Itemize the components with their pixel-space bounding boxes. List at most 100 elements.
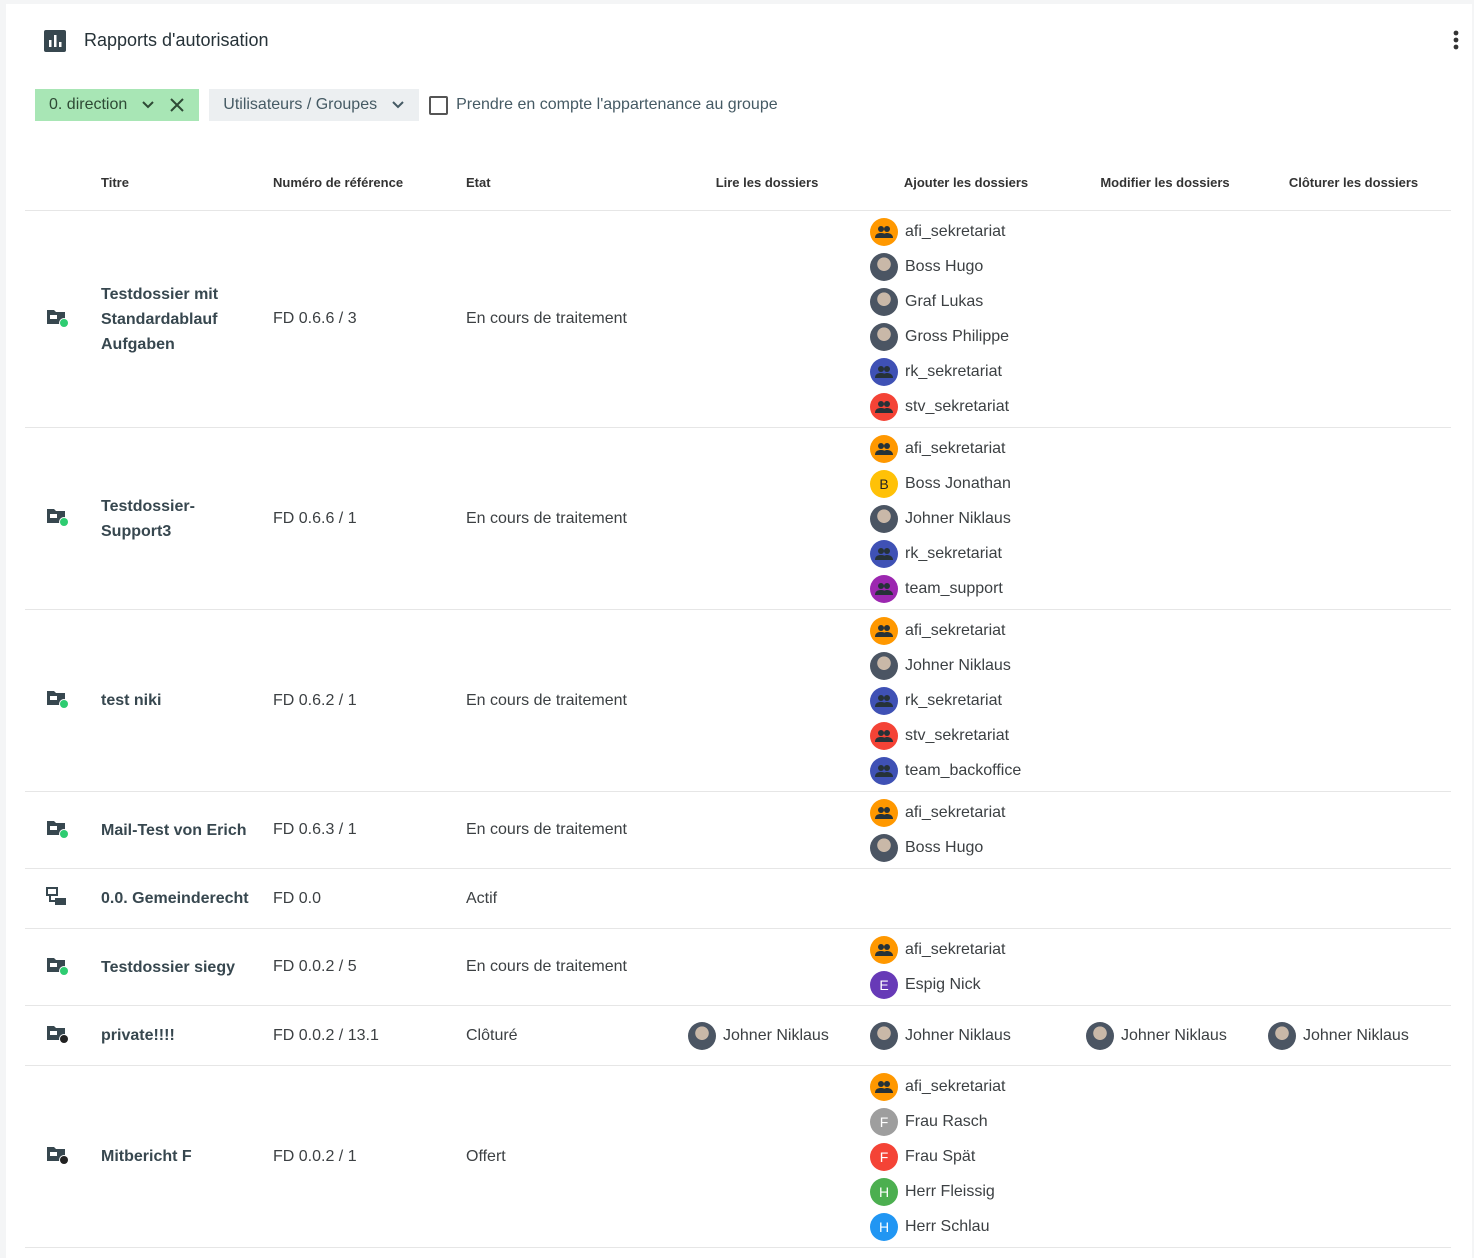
- principal-name: rk_sekretariat: [905, 691, 1002, 709]
- principal: Johner Niklaus: [1086, 1018, 1256, 1053]
- principal-name: afi_sekretariat: [905, 621, 1006, 639]
- principal: rk_sekretariat: [870, 354, 1074, 389]
- avatar-group: [870, 721, 898, 750]
- principal: F Frau Spät: [870, 1139, 1074, 1174]
- principal: H Herr Schlau: [870, 1209, 1074, 1244]
- filters: 0. direction Utilisateurs / Groupes Pren…: [35, 89, 778, 121]
- report-table: Titre Numéro de référence Etat Lire les dos…: [25, 154, 1451, 1248]
- table-row: Mail-Test von Erich FD 0.6.3 / 1 En cours …: [25, 791, 1451, 869]
- report-card: Rapports d'autorisation 0. direction Uti…: [6, 4, 1472, 1258]
- repository-icon: [46, 887, 66, 905]
- principal: Gross Philippe: [870, 319, 1074, 354]
- filter-chip[interactable]: 0. direction: [35, 89, 200, 121]
- principal-name: Espig Nick: [905, 975, 981, 993]
- permission-cell: [1074, 609, 1256, 792]
- chevron: [392, 101, 404, 109]
- principal-name: Herr Schlau: [905, 1217, 990, 1235]
- reference: FD 0.6.2 / 1: [273, 609, 466, 792]
- permission-cell: [1074, 928, 1256, 1006]
- avatar-group: [870, 616, 898, 645]
- state: Offert: [466, 1065, 676, 1248]
- avatar-photo: [870, 287, 898, 316]
- avatar-group: [870, 798, 898, 827]
- avatar-letter: E: [870, 970, 898, 999]
- principal-name: afi_sekretariat: [905, 803, 1006, 821]
- title: Rapports d'autorisation: [84, 30, 269, 50]
- dossier-active-icon: [47, 957, 69, 976]
- permission-cell: afi_sekretariat B Boss Jonathan Johner Nikl…: [858, 427, 1074, 610]
- table-row: private!!!! FD 0.0.2 / 13.1 Clôturé Johner …: [25, 1005, 1451, 1066]
- permission-cell: afi_sekretariat Johner Niklaus rk_sekretar…: [858, 609, 1074, 792]
- avatar-group: [870, 756, 898, 785]
- permission-cell: afi_sekretariat E Espig Nick: [858, 928, 1074, 1006]
- principal-name: Boss Hugo: [905, 257, 984, 275]
- icon-cell: [25, 1065, 101, 1248]
- principal-name: Herr Fleissig: [905, 1182, 995, 1200]
- avatar-letter: F: [870, 1142, 898, 1171]
- principal: Graf Lukas: [870, 284, 1074, 319]
- avatar-letter: F: [870, 1107, 898, 1136]
- icon-cell: [25, 928, 101, 1006]
- avatar-group: [870, 217, 898, 246]
- permission-cell: Johner Niklaus: [858, 1005, 1074, 1066]
- avatar-photo: [870, 322, 898, 351]
- principal: team_support: [870, 571, 1074, 606]
- clear-icon[interactable]: [169, 97, 185, 113]
- avatar-photo: [870, 504, 898, 533]
- principal: afi_sekretariat: [870, 1069, 1074, 1104]
- more-menu[interactable]: [1448, 28, 1464, 52]
- principal: Johner Niklaus: [870, 648, 1074, 683]
- table-row: Mitbericht F FD 0.0.2 / 1 Offert afi_sekret…: [25, 1065, 1451, 1248]
- checkbox-label: Prendre en compte l'appartenance au grou…: [456, 96, 778, 113]
- dossier-active-icon: [47, 820, 69, 839]
- principal-name: stv_sekretariat: [905, 397, 1010, 415]
- principal-name: rk_sekretariat: [905, 544, 1002, 562]
- principal-name: Frau Rasch: [905, 1112, 988, 1130]
- chip-label: 0. direction: [49, 96, 128, 113]
- dossier-closed-icon: [47, 1026, 69, 1044]
- title: private!!!!: [101, 1005, 273, 1066]
- title: Testdossier siegy: [101, 928, 273, 1006]
- avatar-photo: [870, 833, 898, 862]
- principal: Boss Hugo: [870, 830, 1074, 865]
- principal-name: Johner Niklaus: [905, 509, 1011, 527]
- title: test niki: [101, 609, 273, 792]
- principal: rk_sekretariat: [870, 683, 1074, 718]
- icon-header: [25, 154, 101, 211]
- principal: H Herr Fleissig: [870, 1174, 1074, 1209]
- checkbox-box[interactable]: [429, 95, 449, 115]
- principal: afi_sekretariat: [870, 613, 1074, 648]
- permission-cell: [1256, 609, 1451, 792]
- state: En cours de traitement: [466, 427, 676, 610]
- permission-cell: [1256, 1065, 1451, 1248]
- report-icon: [44, 30, 66, 52]
- avatar-photo: [1268, 1021, 1296, 1050]
- permission-cell: [676, 427, 858, 610]
- icon-cell: [25, 609, 101, 792]
- state: En cours de traitement: [466, 210, 676, 428]
- principal-name: afi_sekretariat: [905, 940, 1006, 958]
- reference: FD 0.6.6 / 3: [273, 210, 466, 428]
- table-row: Testdossier-Support3 FD 0.6.6 / 1 En cours…: [25, 427, 1451, 610]
- avatar-photo: [870, 651, 898, 680]
- avatar-group: [870, 357, 898, 386]
- permission-cell: [1256, 868, 1451, 929]
- principal: afi_sekretariat: [870, 214, 1074, 249]
- icon-cell: [25, 868, 101, 929]
- dropdown[interactable]: Utilisateurs / Groupes: [209, 89, 420, 121]
- avatar-letter: H: [870, 1177, 898, 1206]
- permission-cell: [1256, 791, 1451, 869]
- permission-cell: [1074, 1065, 1256, 1248]
- state: En cours de traitement: [466, 791, 676, 869]
- principal-name: Johner Niklaus: [1121, 1026, 1227, 1044]
- permission-cell: afi_sekretariat Boss Hugo: [858, 791, 1074, 869]
- principal-name: Boss Jonathan: [905, 474, 1011, 492]
- principal: E Espig Nick: [870, 967, 1074, 1002]
- permission-cell: [676, 868, 858, 929]
- principal: Johner Niklaus: [870, 501, 1074, 536]
- checkbox[interactable]: Prendre en compte l'appartenance au grou…: [429, 95, 778, 115]
- principal-name: Graf Lukas: [905, 292, 984, 310]
- dropdown-label: Utilisateurs / Groupes: [223, 96, 378, 113]
